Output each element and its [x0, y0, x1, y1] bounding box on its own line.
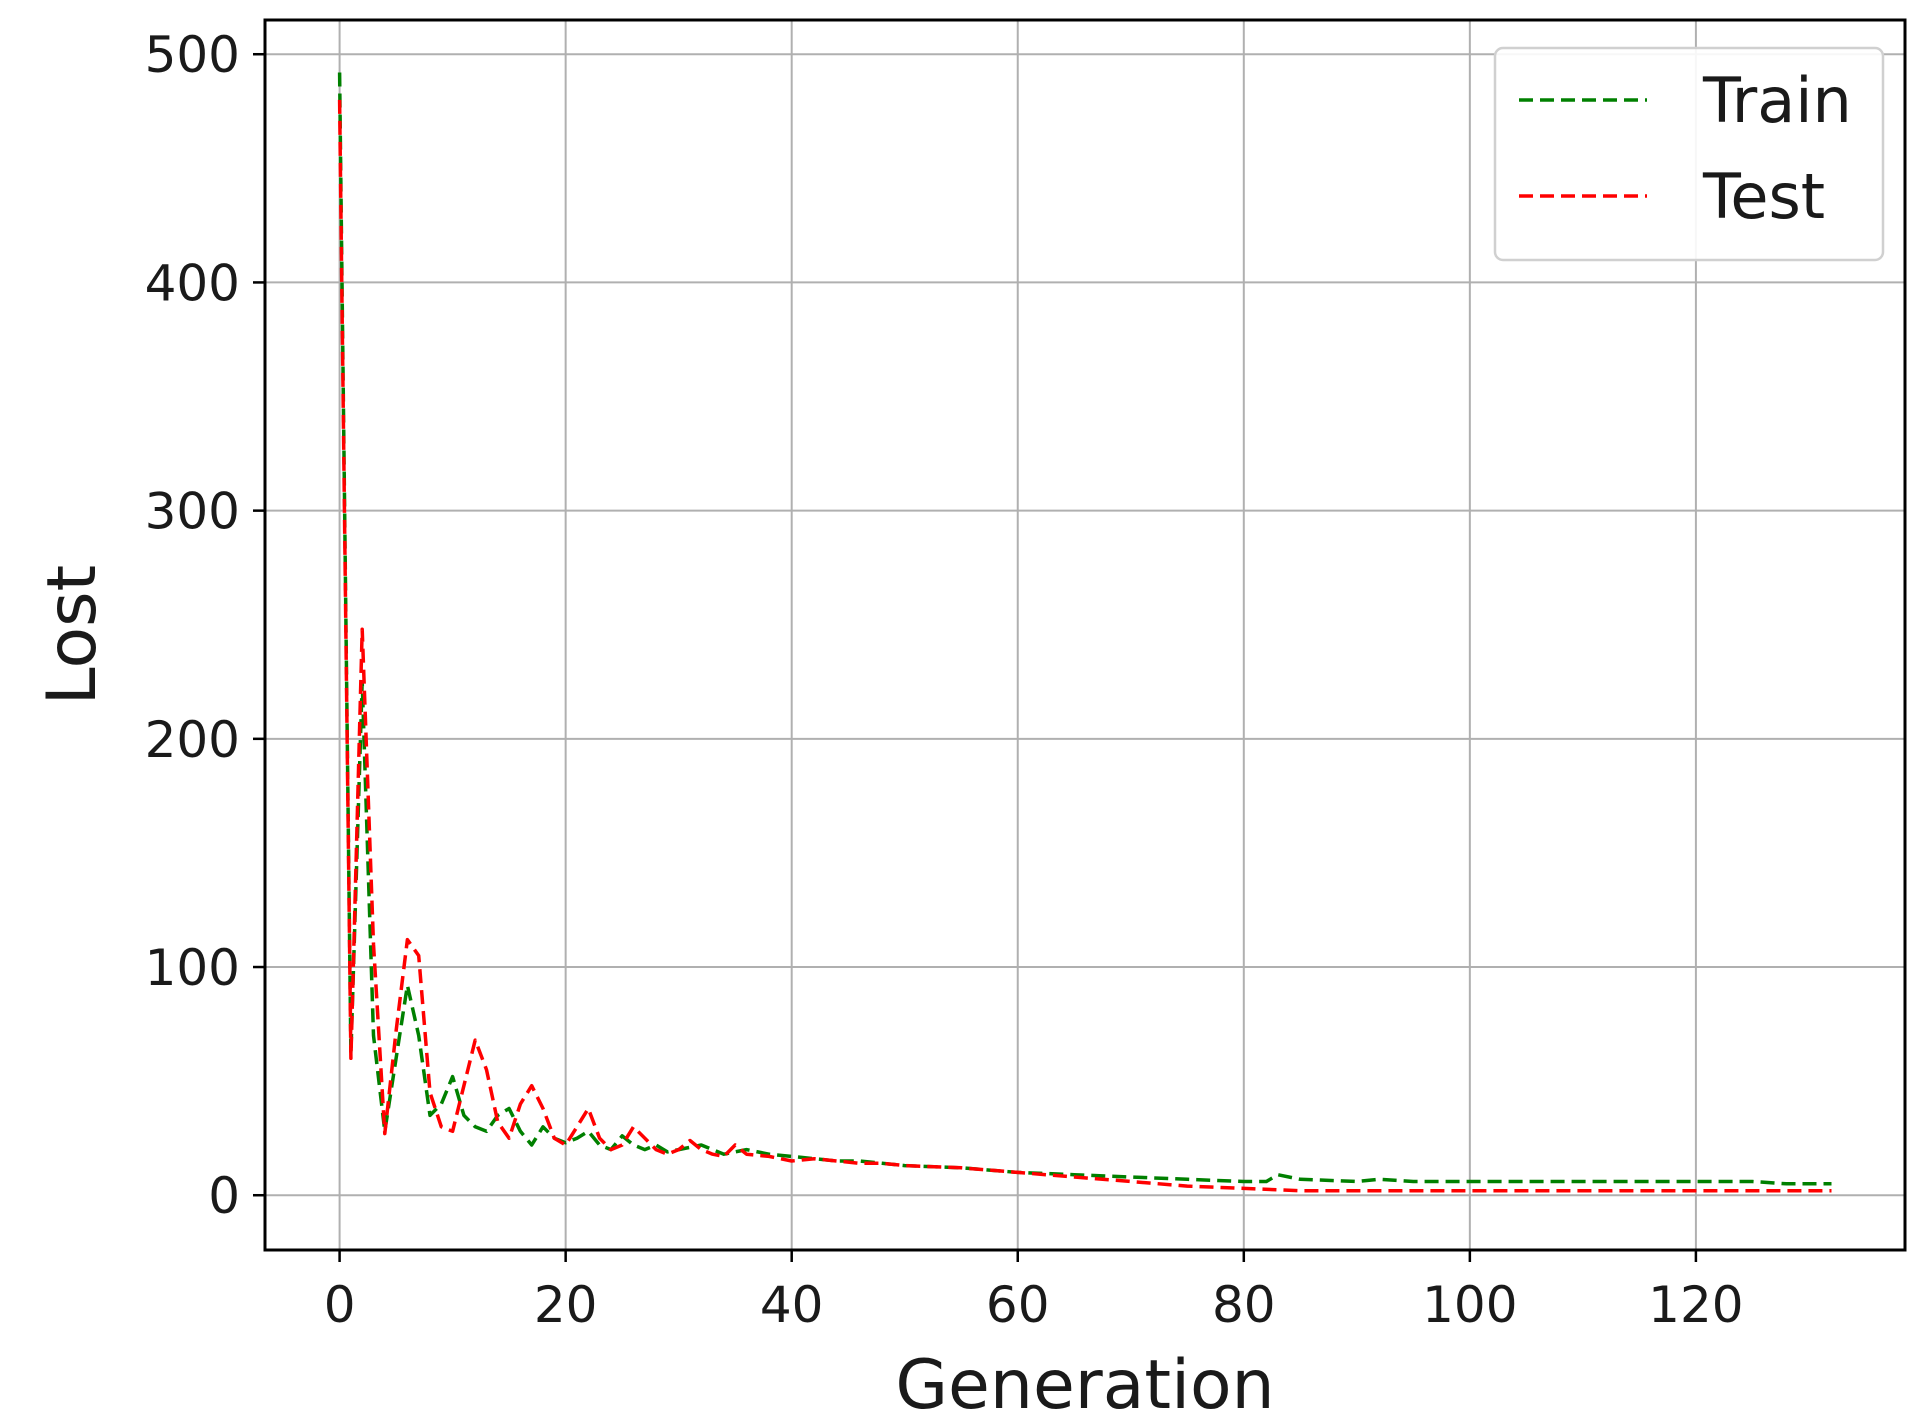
x-tick-label: 100	[1422, 1276, 1517, 1334]
x-tick-label: 20	[534, 1276, 598, 1334]
y-tick-label: 500	[145, 26, 240, 84]
series-lines	[337, 72, 1832, 1193]
x-axis-label: Generation	[895, 1346, 1274, 1422]
y-tick-label: 100	[145, 939, 240, 997]
y-tick-label: 0	[208, 1167, 240, 1225]
x-tick-label: 40	[760, 1276, 824, 1334]
y-tick-label: 200	[145, 711, 240, 769]
series-line-test	[337, 99, 1832, 1193]
x-tick-label: 120	[1648, 1276, 1743, 1334]
legend: Train Test	[1493, 46, 1885, 262]
plot-area-frame	[263, 18, 1907, 1252]
legend-label-test: Test	[1702, 160, 1825, 233]
y-axis-label: Lost	[33, 565, 112, 705]
axis-ticks: 0 20 40 60 80 100 120 0 100 200 300 400 500	[145, 26, 1744, 1334]
x-tick-label: 0	[324, 1276, 356, 1334]
legend-label-train: Train	[1702, 64, 1852, 137]
x-tick-label: 80	[1212, 1276, 1276, 1334]
x-tick-label: 60	[986, 1276, 1050, 1334]
grid-lines	[265, 20, 1905, 1250]
y-tick-label: 300	[145, 483, 240, 541]
y-tick-label: 400	[145, 254, 240, 312]
